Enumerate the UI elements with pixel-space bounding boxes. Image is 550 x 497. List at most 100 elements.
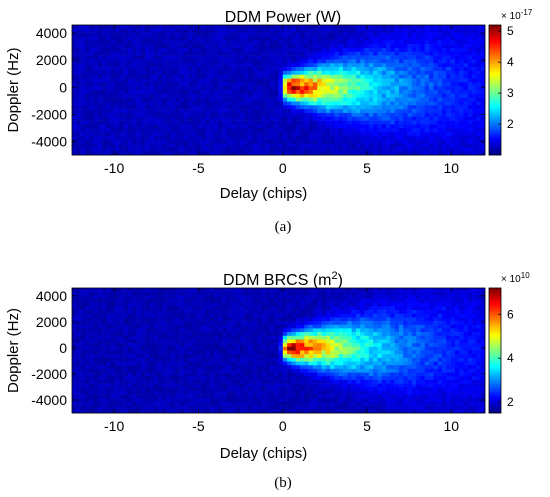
heatmap-cell <box>145 357 150 362</box>
heatmap-cell <box>145 354 150 359</box>
heatmap-cell <box>110 109 116 114</box>
heatmap-cell <box>338 135 344 140</box>
heatmap-cell <box>261 343 266 348</box>
heatmap-cell <box>93 86 99 91</box>
heatmap-cell <box>226 328 232 333</box>
heatmap-cell <box>459 93 464 98</box>
heatmap-cell <box>463 67 469 72</box>
heatmap-cell <box>334 124 340 129</box>
heatmap-cell <box>102 376 107 381</box>
heatmap-cell <box>248 86 253 91</box>
heatmap-cell <box>403 82 408 87</box>
heatmap-cell <box>261 59 266 64</box>
heatmap-cell <box>170 25 176 30</box>
heatmap-cell <box>343 112 348 118</box>
heatmap-cell <box>480 143 486 148</box>
heatmap-cell <box>390 47 395 53</box>
heatmap-cell <box>166 120 172 125</box>
heatmap-cell <box>330 128 335 133</box>
heatmap-cell <box>244 74 249 79</box>
heatmap-cell <box>166 78 172 83</box>
heatmap-cell <box>89 105 94 110</box>
heatmap-cell <box>261 302 266 307</box>
heatmap-cell <box>80 105 86 110</box>
heatmap-cell <box>300 124 305 129</box>
heatmap-cell <box>291 44 297 49</box>
heatmap-cell <box>89 112 94 118</box>
heatmap-cell <box>201 394 206 399</box>
heatmap-cell <box>158 295 163 300</box>
heatmap-cell <box>196 398 202 403</box>
heatmap-cell <box>261 357 266 362</box>
heatmap-cell <box>252 132 258 137</box>
heatmap-cell <box>394 82 400 87</box>
heatmap-cell <box>300 128 305 133</box>
heatmap-cell <box>429 116 434 121</box>
heatmap-cell <box>170 390 176 395</box>
heatmap-cell <box>76 44 81 49</box>
heatmap-cell <box>390 112 395 118</box>
heatmap-cell <box>459 128 464 133</box>
colorbar-segment <box>489 92 501 95</box>
heatmap-cell <box>153 299 159 304</box>
heatmap-cell <box>295 74 301 79</box>
colorbar-segment <box>489 87 501 91</box>
heatmap-cell <box>403 151 408 156</box>
heatmap-cell <box>170 70 176 75</box>
heatmap-cell <box>330 124 335 129</box>
heatmap-cell <box>205 55 210 60</box>
heatmap-cell <box>127 70 133 75</box>
heatmap-cell <box>235 339 241 344</box>
heatmap-cell <box>343 59 348 64</box>
heatmap-cell <box>321 128 327 133</box>
heatmap-cell <box>102 67 107 72</box>
heatmap-cell <box>248 147 253 152</box>
heatmap-cell <box>76 328 81 333</box>
heatmap-cell <box>127 128 133 133</box>
heatmap-cell <box>300 132 305 137</box>
heatmap-cell <box>226 51 232 56</box>
heatmap-cell <box>188 135 193 140</box>
heatmap-cell <box>300 109 305 114</box>
heatmap-cell <box>158 44 163 49</box>
heatmap-cell <box>343 132 348 137</box>
heatmap-cell <box>265 357 271 362</box>
heatmap-cell <box>287 25 292 30</box>
heatmap-cell <box>201 357 206 362</box>
heatmap-cell <box>459 109 464 114</box>
heatmap-cell <box>269 332 275 337</box>
heatmap-cell <box>248 387 253 392</box>
heatmap-cell <box>162 328 167 333</box>
heatmap-cell <box>179 55 185 60</box>
heatmap-cell <box>261 67 266 72</box>
heatmap-cell <box>76 321 81 326</box>
heatmap-cell <box>334 132 340 137</box>
heatmap-cell <box>274 328 279 333</box>
heatmap-cell <box>183 354 189 359</box>
heatmap-cell <box>252 67 258 72</box>
heatmap-cell <box>407 101 413 106</box>
heatmap-cell <box>261 328 266 333</box>
heatmap-cell <box>209 332 215 337</box>
heatmap-cell <box>321 147 327 152</box>
heatmap-cell <box>179 151 185 156</box>
heatmap-cell <box>463 59 469 64</box>
heatmap-cell <box>261 310 266 315</box>
heatmap-cell <box>235 361 241 366</box>
heatmap-cell <box>437 32 443 37</box>
heatmap-cell <box>72 335 77 340</box>
heatmap-cell <box>274 143 279 148</box>
heatmap-cell <box>467 112 473 118</box>
heatmap-cell <box>252 32 258 37</box>
heatmap-cell <box>265 390 271 395</box>
heatmap-cell <box>338 112 344 118</box>
heatmap-cell <box>162 383 167 388</box>
heatmap-cell <box>158 299 163 304</box>
heatmap-cell <box>89 394 94 399</box>
colorbar-segment <box>489 90 501 93</box>
heatmap-cell <box>218 36 223 41</box>
heatmap-cell <box>97 321 103 326</box>
heatmap-cell <box>312 63 318 68</box>
colorbar-segment <box>489 71 501 75</box>
heatmap-cell <box>201 401 206 406</box>
